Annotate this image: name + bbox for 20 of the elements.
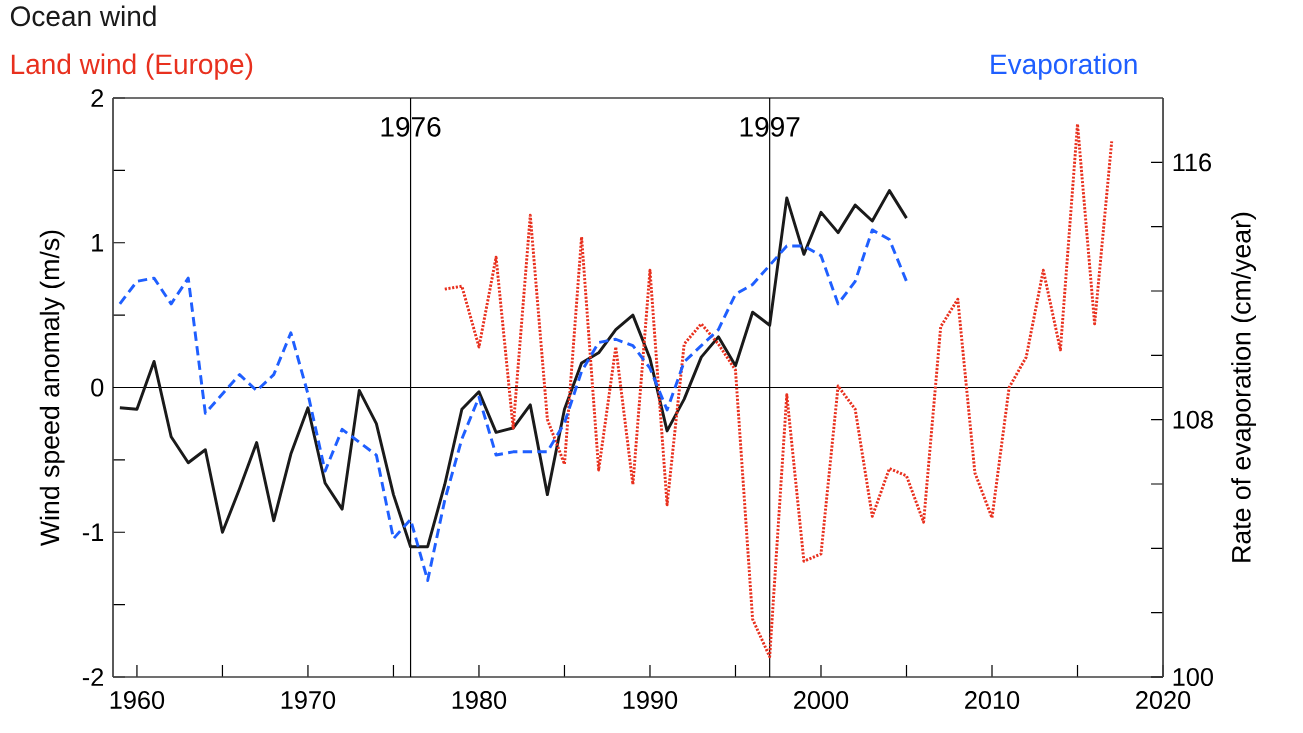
text: Evaporation [991, 53, 1137, 80]
y-axis-title: Wind speed anomaly (m/s) [39, 230, 65, 546]
x-tick-label: 2010 [965, 691, 1020, 709]
x-tick-label: 1990 [623, 691, 678, 709]
x-tick-label: 1970 [281, 691, 336, 709]
y-tick-label: 0 [91, 378, 104, 397]
y2-tick-label: 108 [1173, 410, 1213, 429]
y-tick-label: -2 [82, 668, 104, 686]
y-tick-label: 1 [92, 234, 104, 252]
text: Land wind (Europe) [11, 53, 253, 80]
y2-axis-title: Rate of evaporation (cm/year) [1231, 212, 1257, 562]
y-tick-label: 2 [91, 89, 104, 107]
x-tick-label: 1980 [452, 691, 507, 709]
y2-tick-label: 100 [1173, 668, 1213, 686]
x-tick-label: 2000 [794, 691, 849, 709]
x-tick-label: 2020 [1136, 691, 1191, 709]
y-tick-label: -1 [82, 523, 104, 541]
text: Ocean wind [10, 5, 156, 27]
x-tick-label: 1960 [110, 691, 165, 709]
y2-tick-label: 116 [1173, 153, 1211, 172]
